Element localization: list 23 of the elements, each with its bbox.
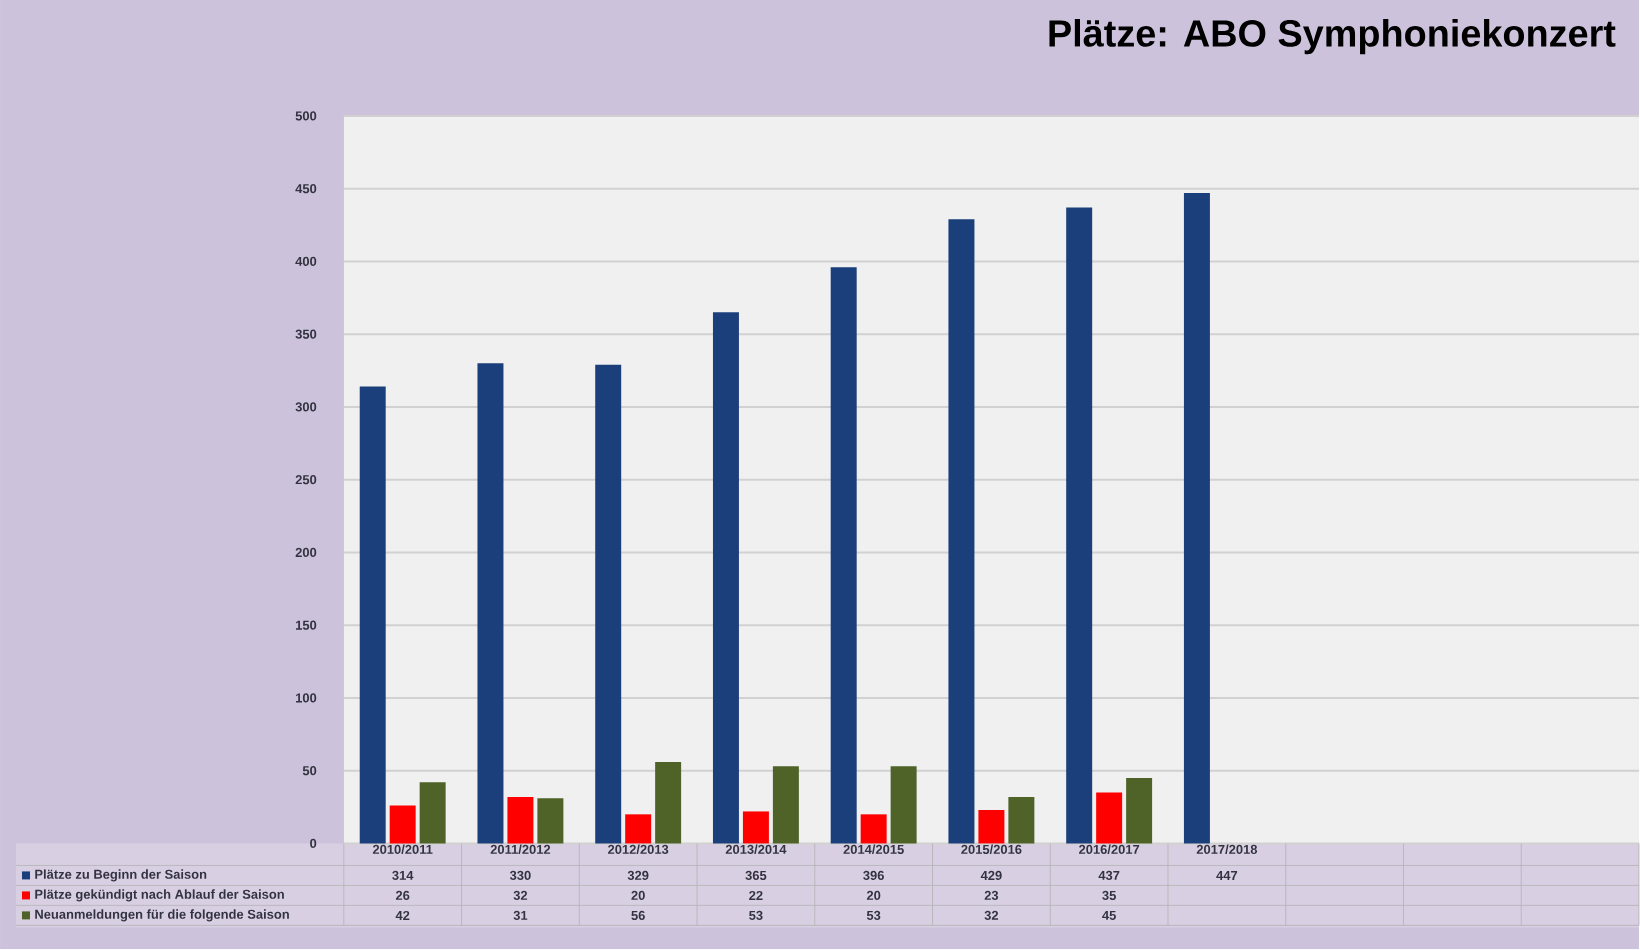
bar: [477, 363, 504, 844]
bar: [1126, 778, 1153, 844]
bar: [389, 805, 416, 844]
bar: [419, 782, 446, 844]
chart-title: Plätze: ABO Symphoniekonzert: [1049, 19, 1616, 55]
bar: [890, 766, 917, 844]
bar: [1183, 193, 1210, 844]
bar: [625, 814, 652, 844]
bar: [742, 811, 769, 844]
bar: [655, 762, 682, 844]
bar: [1066, 207, 1093, 844]
bar: [830, 267, 857, 844]
bar: [772, 766, 799, 844]
bar: [359, 386, 386, 844]
bar: [537, 798, 564, 844]
bar: [978, 810, 1005, 844]
bar: [712, 312, 739, 844]
bar: [507, 797, 534, 844]
bar: [860, 814, 887, 844]
bar: [1008, 797, 1035, 844]
bar: [948, 219, 975, 844]
bar: [595, 365, 622, 844]
bar: [1096, 792, 1123, 844]
